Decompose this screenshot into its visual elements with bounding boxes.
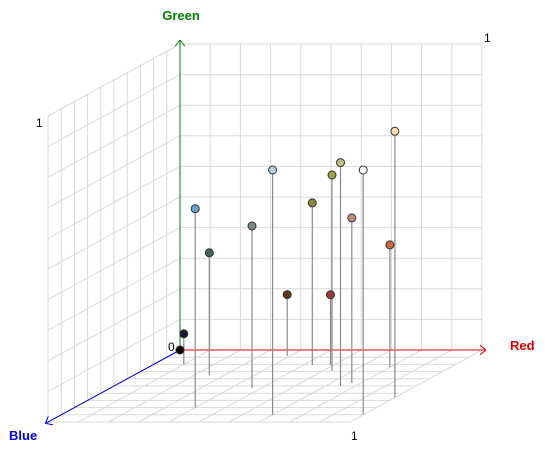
data-point <box>247 221 257 231</box>
z-axis-line <box>45 349 181 424</box>
y-axis-arrowhead <box>174 39 181 47</box>
data-point <box>358 165 368 175</box>
drop-line-layer <box>183 131 396 415</box>
data-point <box>175 345 185 355</box>
origin-label: 0 <box>168 340 175 354</box>
grid-line-side <box>47 165 181 239</box>
x-axis-arrowhead <box>479 349 487 356</box>
data-point <box>347 213 357 223</box>
data-point <box>385 240 395 250</box>
data-point <box>327 170 337 180</box>
z-axis-arrowhead <box>44 416 49 424</box>
data-point <box>204 248 214 258</box>
y-axis-arrowhead <box>179 39 186 47</box>
grid-line-floor <box>228 349 362 423</box>
point-layer <box>175 126 400 355</box>
grid-line-floor <box>319 349 453 423</box>
grid-line-side <box>47 135 181 209</box>
z-axis-title: Blue <box>9 428 37 443</box>
data-point <box>179 329 189 339</box>
grid-line-side <box>47 196 181 270</box>
axis-layer <box>44 39 487 426</box>
z-axis-arrowhead <box>45 422 53 426</box>
y-axis-tick-label-back: 1 <box>484 31 491 45</box>
grid-line-side <box>47 104 181 178</box>
grid-layer <box>47 43 483 423</box>
data-point <box>282 290 292 300</box>
y-axis-tick-label-left: 1 <box>36 116 43 130</box>
data-point <box>190 204 200 214</box>
data-point <box>336 158 345 168</box>
x-axis-arrowhead <box>479 344 487 351</box>
grid-line-side <box>47 43 181 117</box>
x-axis-tick-label: 1 <box>351 429 358 443</box>
data-point <box>307 198 317 208</box>
data-point <box>268 165 278 175</box>
x-axis-title: Red <box>510 338 535 353</box>
grid-line-side <box>47 74 181 148</box>
data-point <box>390 126 400 136</box>
grid-line-floor <box>289 349 422 423</box>
grid-line-floor <box>349 349 483 423</box>
y-axis-title: Green <box>162 8 200 23</box>
data-point <box>326 290 335 300</box>
grid-line-floor <box>259 349 392 423</box>
